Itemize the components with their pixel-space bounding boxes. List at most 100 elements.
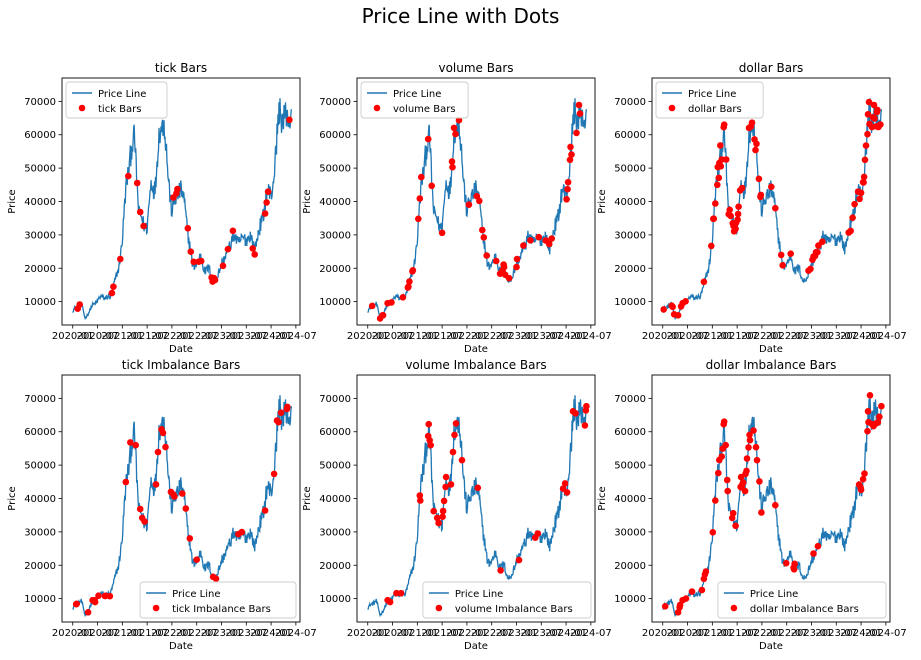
bar-dot [814,248,821,256]
figure-title: Price Line with Dots [361,4,560,28]
x-tick-label: 2021-01 [396,628,438,639]
bar-dot [386,598,394,606]
bar-dot [440,497,448,505]
bar-dot [505,274,513,282]
bar-dot [702,568,710,575]
y-tick-label: 30000 [614,527,646,538]
bar-dot [84,609,92,616]
bar-dot [857,486,865,494]
x-tick-label: 2021-01 [691,331,733,342]
bar-dot [415,215,422,223]
x-tick-label: 2024-01 [250,628,292,639]
bar-dot [122,478,130,486]
x-tick-label: 2023-01 [496,628,538,639]
bar-dot [95,592,102,599]
bar-dot [275,418,282,426]
legend: Price Line dollar Bars [655,81,764,119]
bar-dot [729,509,737,517]
y-tick-label: 10000 [614,594,646,605]
bar-dot [791,560,798,568]
bar-dot [76,301,83,308]
bar-dot [424,135,432,143]
x-tick-label: 2022-01 [446,331,488,342]
bar-dot [416,195,424,202]
bar-dot [576,110,584,117]
legend-label-line: Price Line [393,89,441,100]
y-tick-label: 10000 [24,594,56,605]
x-tick-label: 2024-07 [275,628,317,639]
bar-dot [758,509,765,516]
bar-dot [545,240,553,248]
bar-dot [261,507,269,514]
bar-dot [513,263,520,271]
bar-dot [193,556,200,563]
bar-dot [860,173,868,181]
bar-dot [397,589,405,597]
x-tick-label: 2020-01 [52,331,94,342]
x-tick-label: 2021-07 [126,331,168,342]
bar-dot [564,178,572,186]
bar-dot [710,215,718,222]
bar-dot [847,227,854,235]
x-axis-label: Date [759,344,783,355]
bar-dot [449,448,457,456]
bar-dot [379,312,387,319]
bar-dot [861,156,869,164]
bar-dot [746,431,753,439]
bar-dot [483,252,491,259]
bar-dot [513,255,521,263]
x-tick-label: 2021-07 [716,628,758,639]
y-tick-label: 20000 [24,561,56,572]
bar-dot [717,163,725,170]
x-tick-label: 2020-01 [642,331,684,342]
x-tick-label: 2021-07 [126,628,168,639]
bar-dot [698,586,706,594]
bar-dot [727,212,734,220]
bar-dot [425,420,433,428]
bar-dot [575,101,583,109]
y-tick-label: 60000 [24,427,56,438]
y-tick-label: 50000 [24,461,56,472]
bar-dot [726,206,733,214]
bar-dot [212,575,220,582]
bar-dot [865,98,873,106]
y-tick-label: 50000 [24,164,56,175]
bar-dot [876,413,883,421]
bar-dot [458,456,466,464]
bar-dot [756,478,763,485]
bar-dot [745,444,752,451]
x-tick-label: 2024-01 [250,331,292,342]
bar-dot [860,179,867,186]
bar-dot [714,181,721,189]
bar-dot [520,242,527,249]
bar-dot [492,257,500,265]
bar-dots [368,101,584,322]
x-tick-label: 2020-01 [52,628,94,639]
bar-dot [857,189,865,197]
y-axis-label: Price [302,189,313,213]
bar-dot [435,519,442,527]
subplot-4: tick Imbalance Bars 10000 20000 30000 40000 5… [7,358,317,652]
bar-dot [548,235,555,242]
bar-dot [515,556,523,564]
bar-dot [187,248,195,255]
bar-dot [722,156,730,163]
subplot-title: dollar Imbalance Bars [706,358,837,372]
x-tick-label: 2023-07 [520,331,562,342]
bar-dot [190,258,197,266]
legend-dot-swatch [78,104,86,112]
x-tick-label: 2021-01 [101,331,143,342]
bar-dot [864,427,871,435]
bar-dot [790,566,798,573]
legend: Price Line volume Imbalance Bars [422,581,592,619]
bar-dot [171,493,178,500]
bar-dot [787,250,794,257]
bar-dot [286,116,293,124]
bar-dot [224,245,232,253]
bar-dot [428,182,436,190]
bar-dot [442,473,450,481]
bar-dot [430,507,438,515]
x-tick-label: 2023-01 [791,331,833,342]
bar-dot [564,185,571,193]
